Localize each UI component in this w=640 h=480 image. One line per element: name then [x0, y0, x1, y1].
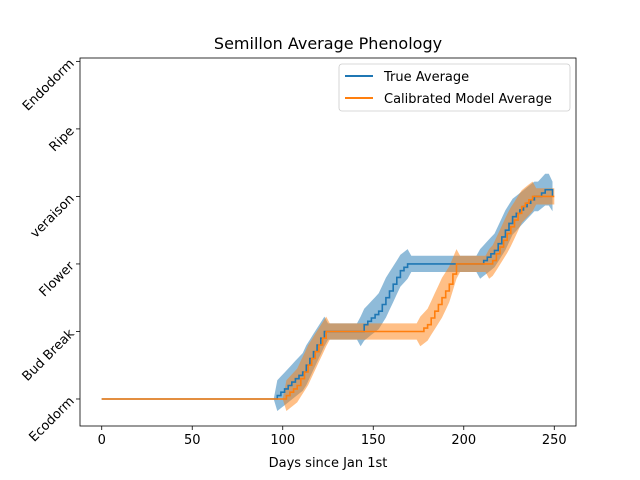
legend-label-calibrated-model-average: Calibrated Model Average: [384, 92, 552, 107]
y-axis-ticks: Ecodorm Bud Break Flower veraison Ripe Endodo…: [20, 56, 80, 445]
x-tick-label: 250: [542, 433, 567, 448]
legend-box: [338, 63, 571, 112]
x-tick-label: 50: [184, 433, 201, 448]
legend: True Average Calibrated Model Average: [338, 63, 571, 112]
series-lines: [101, 188, 555, 400]
legend-label-true-average: True Average: [383, 70, 469, 85]
x-tick-label: 100: [270, 433, 295, 448]
y-tick-label: Flower: [37, 259, 78, 300]
line-true-average: [101, 188, 554, 400]
series-bands: [101, 173, 555, 411]
line-calibrated-model-average: [101, 195, 555, 400]
x-axis-label: Days since Jan 1st: [269, 456, 388, 471]
x-tick-label: 150: [361, 433, 386, 448]
band-calibrated-model-average: [101, 181, 555, 411]
y-tick-label: Ecodorm: [27, 394, 78, 445]
y-tick-label: veraison: [28, 191, 78, 241]
x-axis-ticks: 0 50 100 150 200 250: [98, 426, 567, 448]
plot-frame: [79, 57, 577, 427]
y-tick-label: Endodorm: [20, 56, 78, 114]
x-tick-label: 0: [98, 433, 106, 448]
y-tick-label: Bud Break: [20, 326, 78, 384]
y-tick-label: Ripe: [47, 124, 78, 155]
x-tick-label: 200: [451, 433, 476, 448]
chart-title: Semillon Average Phenology: [214, 34, 442, 53]
band-true-average: [101, 173, 553, 411]
